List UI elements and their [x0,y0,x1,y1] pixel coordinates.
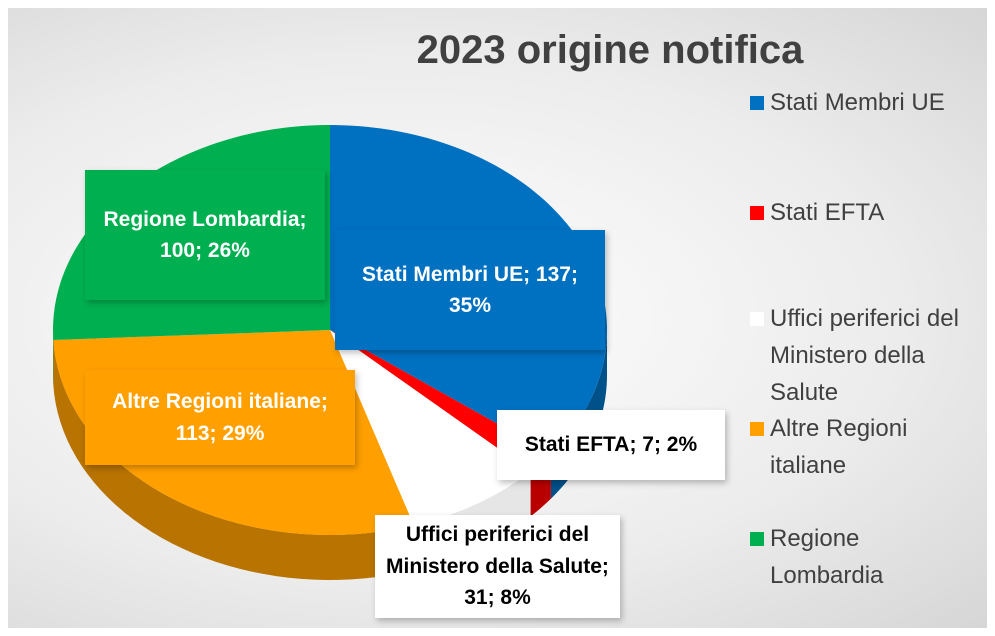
legend-label: Uffici periferici del Ministero della Sa… [770,305,959,407]
legend-item: Stati EFTA [750,194,960,231]
data-label: Uffici periferici del Ministero della Sa… [375,515,620,618]
slice [330,330,551,472]
legend-label: Regione Lombardia [770,525,884,590]
legend-swatch [750,532,764,546]
slice [330,330,531,526]
legend-item: Regione Lombardia [750,520,960,594]
legend-swatch [750,206,764,220]
data-label: Stati Membri UE; 137; 35% [335,230,605,350]
legend-item: Stati Membri UE [750,84,960,121]
data-label: Altre Regioni italiane; 113; 29% [85,370,355,465]
legend-swatch [750,312,764,326]
legend-item: Uffici periferici del Ministero della Sa… [750,300,960,412]
legend-label: Stati Membri UE [770,89,945,116]
legend-swatch [750,422,764,436]
chart-title: 2023 origine notifica [416,28,804,72]
legend-label: Stati EFTA [770,199,885,226]
legend-swatch [750,96,764,110]
data-label: Regione Lombardia; 100; 26% [85,170,325,300]
data-label: Stati EFTA; 7; 2% [497,410,725,480]
legend-item: Altre Regioni italiane [750,410,960,484]
legend-label: Altre Regioni italiane [770,415,908,480]
slice-side [53,339,414,580]
